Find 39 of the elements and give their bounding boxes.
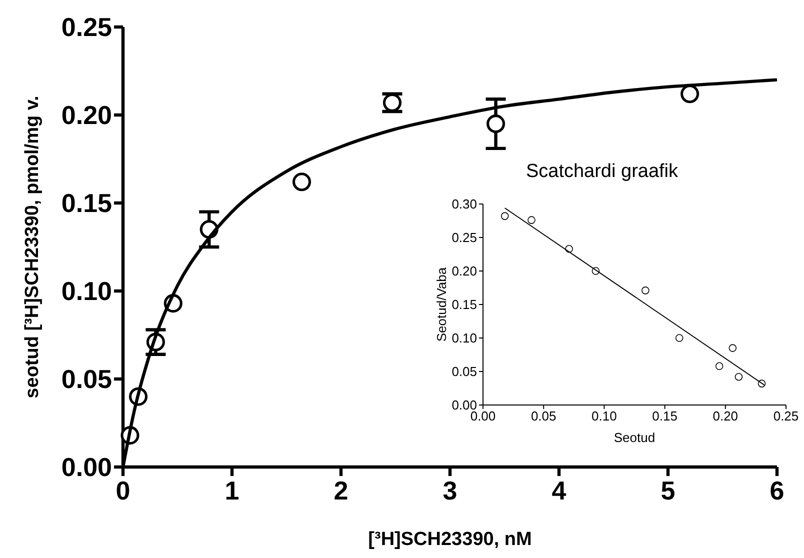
x-tick-label: 6	[770, 475, 784, 506]
x-axis-title: Seotud	[614, 430, 656, 445]
x-tick-label: 0.10	[592, 408, 617, 424]
point	[715, 362, 724, 370]
x-tick-label: 0.25	[773, 408, 799, 424]
point	[675, 334, 684, 342]
y-tick-label: 0.20	[452, 264, 477, 279]
y-tick-label: 0.30	[452, 196, 477, 212]
x-tick-label: 5	[660, 475, 676, 506]
y-tick-label: 0.25	[61, 12, 112, 42]
y-tick-label: 0.15	[61, 188, 112, 218]
x-tick-label: 0.20	[712, 408, 738, 424]
y-tick-label: 0.05	[452, 364, 477, 380]
y-tick-label: 0.20	[61, 100, 112, 130]
x-tick-label: 4	[552, 475, 567, 506]
y-axis-title: seotud [³H]SCH23390, pmol/mg v.	[22, 96, 43, 398]
point	[528, 216, 536, 224]
point	[642, 286, 650, 294]
point	[292, 172, 312, 192]
chart-title: Scatchardi graafik	[526, 161, 679, 182]
point	[486, 114, 506, 134]
x-axis-title: [³H]SCH23390, nM	[368, 529, 532, 550]
y-tick-label: 0.00	[61, 452, 112, 482]
y-tick-label: 0.10	[61, 276, 112, 306]
y-tick-label: 0.10	[452, 330, 477, 346]
y-tick-label: 0.05	[61, 364, 112, 394]
x-tick-label: 0.05	[530, 408, 556, 424]
x-tick-label: 3	[442, 475, 458, 506]
point	[680, 84, 700, 104]
point	[728, 344, 737, 352]
x-tick-label: 1	[224, 475, 240, 506]
point	[734, 372, 743, 381]
x-tick-label: 2	[334, 475, 348, 506]
y-tick-label: 0.25	[452, 230, 477, 246]
y-tick-label: 0.15	[452, 297, 477, 312]
point	[500, 212, 509, 220]
x-tick-label: 0	[116, 475, 130, 506]
y-axis-title: Seotud/Vaba	[434, 266, 449, 342]
x-tick-label: 0.15	[652, 408, 678, 424]
